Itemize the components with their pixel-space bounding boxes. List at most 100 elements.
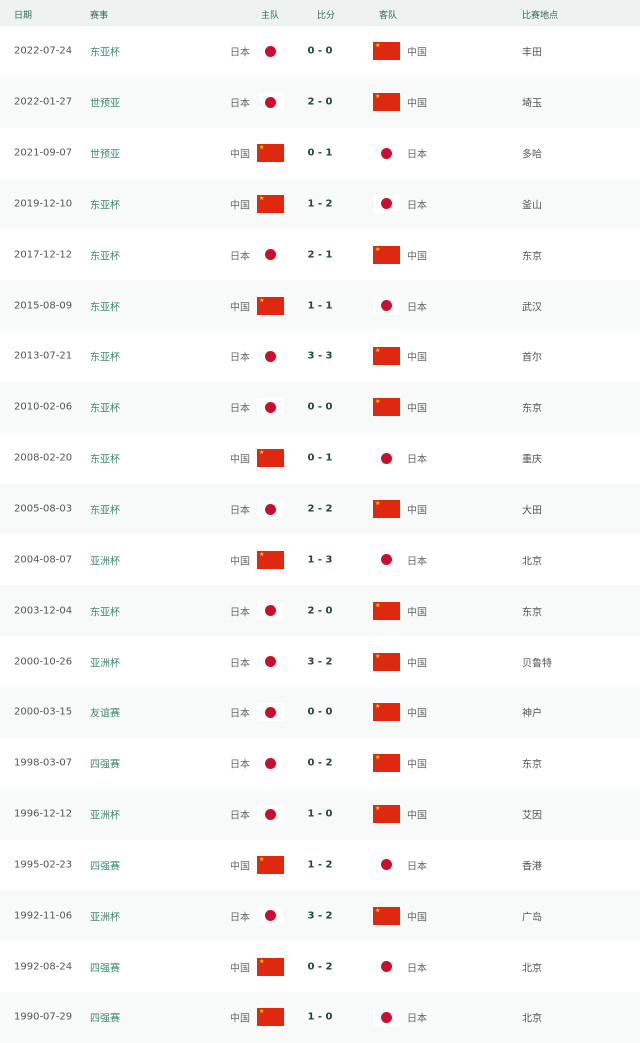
home-team: 中国 — [230, 556, 250, 568]
competition-link[interactable]: 友谊赛 — [90, 708, 120, 720]
match-venue: 丰田 — [522, 47, 542, 59]
match-score: 1 - 0 — [307, 1011, 333, 1023]
match-date: 2022-07-24 — [14, 45, 73, 57]
table-row: 2004-08-07 亚洲杯 中国 1 - 3 日本 北京 — [0, 534, 640, 585]
match-score: 0 - 0 — [307, 45, 333, 57]
japan-flag-icon — [373, 449, 400, 468]
table-row: 1992-08-24 四强赛 中国 0 - 2 日本 北京 — [0, 941, 640, 992]
japan-flag-icon — [257, 347, 284, 366]
japan-flag-icon — [257, 93, 284, 112]
header-score: 比分 — [317, 11, 336, 21]
match-date: 2003-12-04 — [14, 605, 73, 617]
competition-link[interactable]: 东亚杯 — [90, 302, 120, 314]
competition-link[interactable]: 世预亚 — [90, 98, 120, 110]
header-home: 主队 — [261, 11, 280, 21]
match-venue: 广岛 — [522, 912, 542, 924]
home-team: 日本 — [230, 708, 250, 720]
header-date: 日期 — [14, 11, 33, 21]
competition-link[interactable]: 东亚杯 — [90, 607, 120, 619]
competition-link[interactable]: 东亚杯 — [90, 352, 120, 364]
japan-flag-icon — [257, 500, 284, 519]
japan-flag-icon — [257, 906, 284, 925]
competition-link[interactable]: 东亚杯 — [90, 505, 120, 517]
china-flag-icon — [373, 245, 400, 264]
away-team: 日本 — [407, 556, 427, 568]
away-team: 日本 — [407, 200, 427, 212]
home-team: 日本 — [230, 912, 250, 924]
competition-link[interactable]: 东亚杯 — [90, 403, 120, 415]
match-date: 1992-08-24 — [14, 961, 73, 973]
competition-link[interactable]: 亚洲杯 — [90, 912, 120, 924]
match-date: 2017-12-12 — [14, 249, 73, 261]
away-team: 中国 — [407, 98, 427, 110]
competition-link[interactable]: 四强赛 — [90, 1013, 120, 1025]
match-score: 3 - 3 — [307, 350, 333, 362]
japan-flag-icon — [373, 1008, 400, 1027]
china-flag-icon — [373, 601, 400, 620]
match-score: 2 - 2 — [307, 503, 333, 515]
match-score: 1 - 1 — [307, 300, 333, 312]
home-team: 日本 — [230, 98, 250, 110]
competition-link[interactable]: 东亚杯 — [90, 454, 120, 466]
match-venue: 埼玉 — [522, 98, 542, 110]
home-team: 日本 — [230, 505, 250, 517]
away-team: 中国 — [407, 352, 427, 364]
away-team: 日本 — [407, 149, 427, 161]
japan-flag-icon — [257, 601, 284, 620]
competition-link[interactable]: 东亚杯 — [90, 251, 120, 263]
match-date: 2019-12-10 — [14, 198, 73, 210]
china-flag-icon — [373, 347, 400, 366]
competition-link[interactable]: 四强赛 — [90, 759, 120, 771]
match-date: 2000-10-26 — [14, 656, 73, 668]
match-score: 2 - 0 — [307, 96, 333, 108]
match-date: 2013-07-21 — [14, 350, 73, 362]
match-date: 2008-02-20 — [14, 452, 73, 464]
table-row: 1996-12-12 亚洲杯 日本 1 - 0 中国 艾因 — [0, 788, 640, 840]
home-team: 日本 — [230, 352, 250, 364]
competition-link[interactable]: 东亚杯 — [90, 200, 120, 212]
japan-flag-icon — [257, 703, 284, 722]
match-venue: 釜山 — [522, 200, 542, 212]
competition-link[interactable]: 四强赛 — [90, 963, 120, 975]
competition-link[interactable]: 亚洲杯 — [90, 556, 120, 568]
china-flag-icon — [373, 754, 400, 773]
japan-flag-icon — [373, 855, 400, 874]
match-date: 1992-11-06 — [14, 910, 73, 922]
competition-link[interactable]: 亚洲杯 — [90, 810, 120, 822]
match-venue: 首尔 — [522, 352, 542, 364]
away-team: 中国 — [407, 658, 427, 670]
match-date: 2015-08-09 — [14, 300, 73, 312]
competition-link[interactable]: 四强赛 — [90, 861, 120, 873]
table-row: 2022-01-27 世预亚 日本 2 - 0 中国 埼玉 — [0, 76, 640, 128]
table-header: 日期 赛事 主队 比分 客队 比赛地点 — [0, 0, 640, 26]
japan-flag-icon — [257, 805, 284, 824]
japan-flag-icon — [257, 754, 284, 773]
table-row: 1995-02-23 四强赛 中国 1 - 2 日本 香港 — [0, 840, 640, 891]
china-flag-icon — [257, 550, 284, 569]
table-row: 2003-12-04 东亚杯 日本 2 - 0 中国 东京 — [0, 585, 640, 637]
china-flag-icon — [257, 855, 284, 874]
table-row: 1998-03-07 四强赛 日本 0 - 2 中国 东京 — [0, 738, 640, 789]
match-date: 1995-02-23 — [14, 859, 73, 871]
competition-link[interactable]: 东亚杯 — [90, 47, 120, 59]
china-flag-icon — [373, 703, 400, 722]
home-team: 中国 — [230, 861, 250, 873]
home-team: 日本 — [230, 607, 250, 619]
table-row: 2019-12-10 东亚杯 中国 1 - 2 日本 釜山 — [0, 178, 640, 230]
china-flag-icon — [373, 500, 400, 519]
away-team: 中国 — [407, 505, 427, 517]
match-venue: 东京 — [522, 251, 542, 263]
competition-link[interactable]: 亚洲杯 — [90, 658, 120, 670]
china-flag-icon — [373, 398, 400, 417]
match-venue: 北京 — [522, 556, 542, 568]
away-team: 中国 — [407, 47, 427, 59]
competition-link[interactable]: 世预亚 — [90, 149, 120, 161]
japan-flag-icon — [373, 296, 400, 315]
china-flag-icon — [373, 93, 400, 112]
match-score: 1 - 2 — [307, 198, 333, 210]
match-score: 1 - 3 — [307, 554, 333, 566]
home-team: 中国 — [230, 149, 250, 161]
match-score: 0 - 0 — [307, 706, 333, 718]
japan-flag-icon — [257, 398, 284, 417]
header-competition: 赛事 — [90, 11, 109, 21]
